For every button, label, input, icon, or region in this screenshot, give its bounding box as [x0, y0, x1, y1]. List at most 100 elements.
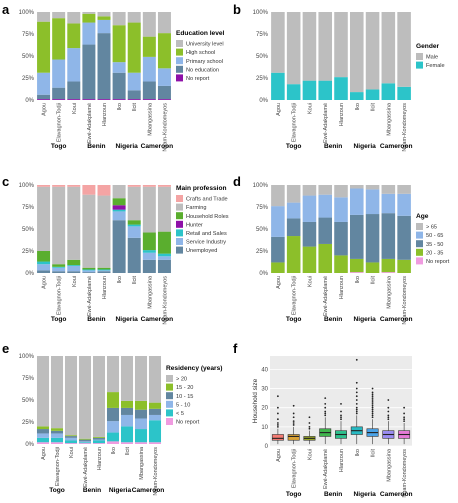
outlier-5-2: [355, 408, 358, 411]
bar-a-1-3: [52, 18, 66, 60]
y-tick-label-f-0: 0: [265, 444, 269, 450]
y-tick-label-f-2: 20: [261, 406, 268, 412]
legend-swatch-e-3: [166, 392, 173, 400]
outlier-7-2: [387, 414, 390, 417]
bar-d-4-3: [334, 197, 348, 222]
bar-e-6-1: [120, 426, 134, 443]
x-tick-label-c-3: Ewé-Adakplamé: [87, 276, 93, 316]
legend-title-e: Residency (years): [166, 365, 222, 372]
bar-a-4-4: [97, 12, 111, 17]
bar-a-4-3: [97, 16, 111, 20]
outlier-5-10: [355, 358, 358, 361]
bar-d-2-3: [302, 195, 317, 222]
bar-e-5-1: [106, 432, 120, 442]
bar-a-5-1: [112, 72, 126, 100]
outlier-2-3: [308, 416, 311, 419]
bar-c-2-1: [67, 265, 81, 272]
x-tick-label-f-2: Koui: [307, 449, 313, 460]
bar-a-8-1: [157, 85, 171, 100]
bar-e-4-3: [92, 437, 106, 440]
legend-label-d-3: 50 - 65: [426, 233, 443, 239]
bar-c-7-1: [142, 252, 156, 260]
x-tick-label-f-0: Agou: [276, 449, 282, 462]
legend-title-a: Education level: [176, 30, 225, 37]
bar-a-8-2: [157, 68, 171, 86]
bar-e-6-0: [120, 442, 134, 444]
x-tick-label-a-1: Elavagnon-Todji: [57, 103, 63, 142]
x-tick-label-e-1: Elavagnon-Todji: [55, 447, 61, 486]
bar-e-5-5: [106, 356, 120, 393]
y-tick-label-f-1: 10: [261, 425, 268, 431]
x-tick-label-b-0: Agou: [276, 103, 282, 116]
bar-d-5-0: [349, 272, 364, 273]
legend-swatch-d-3: [416, 231, 423, 239]
bar-b-8-0: [397, 86, 411, 100]
panel-letter-d: d: [233, 174, 241, 189]
x-tick-label-d-2: Koui: [307, 276, 313, 287]
bar-d-6-4: [365, 185, 380, 190]
y-tick-label-c-2: 50%: [22, 227, 35, 233]
bar-e-4-4: [92, 436, 106, 438]
y-tick-label-e-1: 25%: [22, 420, 35, 426]
bar-d-7-1: [381, 258, 396, 273]
country-label-a-3: Cameroon: [141, 143, 174, 150]
bar-d-0-1: [271, 262, 285, 273]
outlier-7-1: [387, 416, 390, 419]
x-tick-label-c-4: Hlanzoun: [102, 276, 108, 299]
bar-e-2-2: [64, 437, 78, 441]
x-tick-label-e-2: Koui: [69, 447, 75, 458]
bar-b-0-0: [271, 72, 285, 100]
outlier-8-0: [403, 420, 406, 423]
bar-c-5-5: [112, 185, 126, 199]
bar-a-1-2: [52, 59, 66, 88]
legend-label-c-1: Service Industry: [186, 240, 226, 246]
bar-d-5-3: [349, 188, 364, 215]
legend-label-e-0: No report: [176, 420, 200, 426]
bar-e-0-1: [36, 437, 50, 443]
x-tick-label-f-8: Ngam-Kondomeyos: [402, 449, 408, 498]
bar-b-4-1: [334, 12, 348, 78]
bar-d-5-4: [349, 185, 364, 189]
bar-c-3-6: [82, 185, 96, 195]
x-tick-label-d-7: Mbangassina: [386, 275, 392, 309]
outlier-4-4: [340, 402, 342, 405]
bar-d-6-2: [365, 214, 380, 263]
country-label-d-0: Togo: [286, 316, 302, 323]
outlier-1-1: [292, 422, 295, 424]
x-tick-label-f-4: Hlanzoun: [339, 449, 345, 472]
bar-d-2-2: [302, 221, 317, 247]
outlier-5-7: [355, 391, 358, 394]
x-tick-label-c-2: Koui: [72, 276, 78, 287]
y-tick-label-b-4: 100%: [253, 10, 269, 16]
bar-a-5-3: [112, 25, 126, 63]
legend-swatch-d-4: [416, 223, 423, 230]
legend-swatch-a-0: [176, 74, 183, 82]
bar-c-6-4: [127, 220, 141, 225]
bar-d-0-3: [271, 206, 285, 237]
bar-c-5-1: [112, 211, 126, 221]
outlier-7-0: [387, 418, 390, 421]
legend-label-a-1: No education: [186, 67, 219, 73]
outlier-6-1: [371, 414, 374, 417]
legend-swatch-e-0: [166, 418, 173, 425]
x-tick-label-d-5: Iko: [355, 276, 361, 283]
bar-e-0-3: [36, 429, 50, 434]
outlier-3-3: [324, 406, 327, 409]
outlier-0-2: [276, 422, 279, 424]
bar-e-6-2: [120, 414, 134, 427]
y-tick-label-e-0: 0%: [25, 442, 34, 448]
bar-d-1-2: [286, 218, 301, 237]
bar-c-4-0: [97, 271, 111, 273]
legend-swatch-e-5: [166, 375, 173, 382]
x-tick-label-b-3: Ewé-Adakplamé: [323, 103, 329, 143]
bar-d-8-4: [397, 185, 411, 194]
y-tick-label-e-4: 100%: [19, 354, 35, 360]
outlier-6-8: [371, 401, 374, 403]
outlier-6-5: [371, 406, 374, 409]
x-tick-label-a-0: Agou: [42, 103, 48, 116]
bar-a-6-2: [127, 72, 141, 91]
bar-d-2-1: [302, 246, 317, 273]
bar-c-2-4: [67, 259, 81, 266]
panel-letter-c: c: [2, 174, 9, 189]
country-label-f-0: Togo: [286, 491, 302, 498]
